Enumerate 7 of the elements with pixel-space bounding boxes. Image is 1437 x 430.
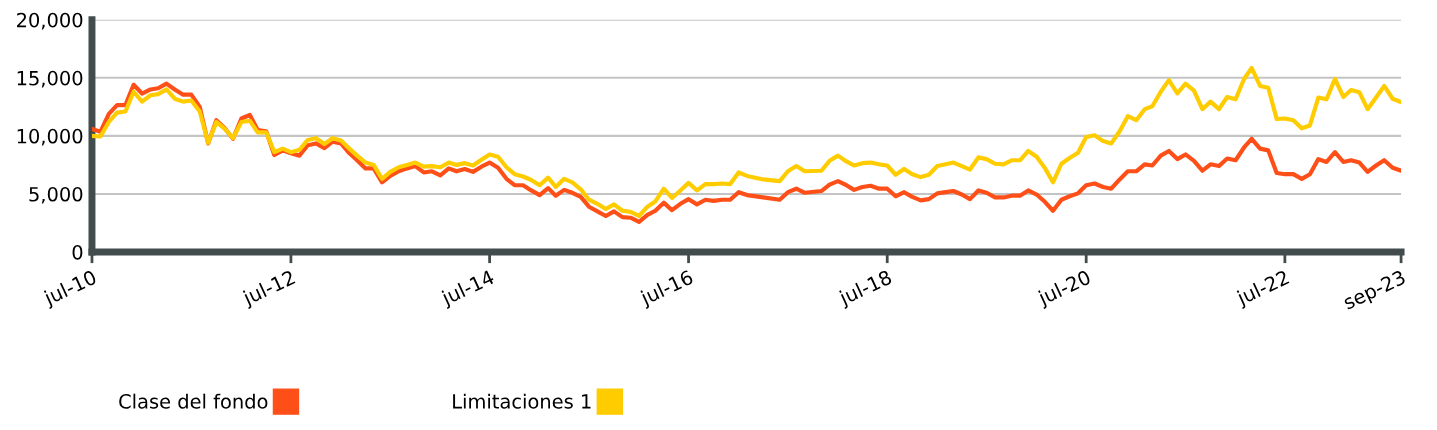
legend-label: Clase del fondo <box>119 393 268 409</box>
legend-label: Limitaciones 1 <box>453 393 591 409</box>
y-tick-label: 5,000 <box>29 186 83 204</box>
y-tick-label: 10,000 <box>17 128 83 146</box>
y-tick-label: 15,000 <box>17 70 83 88</box>
y-tick-label: 20,000 <box>17 12 83 30</box>
y-tick-label: 0 <box>72 244 83 260</box>
